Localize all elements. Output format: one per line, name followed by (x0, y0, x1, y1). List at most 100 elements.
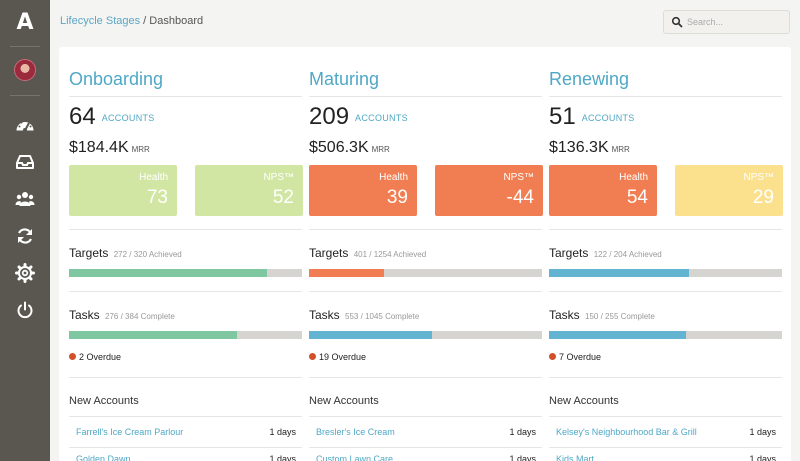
divider (309, 291, 542, 292)
stage-column-onboarding: Onboarding 64 ACCOUNTS $184.4K MRR Health … (69, 47, 303, 461)
divider (69, 229, 302, 230)
accounts-count: 64 ACCOUNTS (69, 103, 155, 131)
account-age: 1 days (269, 427, 296, 437)
account-age: 1 days (749, 454, 776, 461)
account-name-link[interactable]: Farrell's Ice Cream Parlour (76, 427, 184, 437)
list-item[interactable]: Kids Mart 1 days (549, 450, 782, 461)
power-icon[interactable] (15, 300, 35, 320)
stage-column-maturing: Maturing 209 ACCOUNTS $506.3K MRR Health 3… (309, 47, 543, 461)
accounts-label[interactable]: ACCOUNTS (355, 113, 408, 123)
account-name-link[interactable]: Bresler's Ice Cream (316, 427, 395, 437)
accounts-label[interactable]: ACCOUNTS (581, 113, 635, 123)
list-item[interactable]: Golden Dawn 1 days (69, 450, 302, 461)
account-age: 1 days (509, 454, 536, 461)
nps-label: NPS™ (503, 172, 534, 183)
accounts-count: 209 ACCOUNTS (309, 103, 408, 131)
divider (309, 377, 542, 378)
divider (549, 377, 782, 378)
avatar[interactable] (14, 59, 36, 81)
overdue-dot-icon (69, 353, 76, 360)
stage-title[interactable]: Onboarding (69, 69, 164, 89)
nps-card[interactable]: NPS™ 52 (195, 165, 303, 216)
mrr-value: $506.3K (309, 139, 369, 156)
account-name-link[interactable]: Golden Dawn (76, 454, 131, 461)
sidebar-divider (10, 46, 40, 47)
divider (69, 447, 302, 448)
targets-summary: 122 / 204 Achieved (593, 250, 662, 259)
overdue-indicator[interactable]: 2 Overdue (69, 352, 121, 362)
stage-title[interactable]: Renewing (549, 69, 630, 89)
refresh-icon[interactable] (15, 226, 35, 246)
overdue-text: 19 Overdue (319, 352, 367, 362)
targets-progress-fill (69, 269, 268, 277)
divider (549, 96, 782, 97)
list-item[interactable]: Bresler's Ice Cream 1 days (309, 423, 542, 443)
health-card[interactable]: Health 73 (69, 165, 177, 216)
mrr-value: $136.3K (549, 139, 609, 156)
divider (309, 416, 542, 417)
targets-progress-fill (309, 269, 384, 277)
accounts-label[interactable]: ACCOUNTS (101, 113, 155, 123)
nps-label: NPS™ (263, 172, 294, 183)
breadcrumb-separator: / (143, 15, 147, 27)
list-item[interactable]: Kelsey's Neighbourhood Bar & Grill 1 day… (549, 423, 782, 443)
overdue-dot-icon (309, 353, 316, 360)
top-bar: Lifecycle Stages / Dashboard (50, 0, 800, 46)
nps-value: 29 (752, 187, 774, 208)
stage-column-renewing: Renewing 51 ACCOUNTS $136.3K MRR Health 54… (549, 47, 783, 461)
search-input[interactable] (687, 14, 783, 30)
targets-heading: Targets 401 / 1254 Achieved (309, 246, 426, 260)
targets-label: Targets (309, 246, 349, 260)
list-item[interactable]: Custom Lawn Care 1 days (309, 450, 542, 461)
overdue-dot-icon (549, 353, 556, 360)
divider (309, 229, 542, 230)
nps-card[interactable]: NPS™ 29 (675, 165, 783, 216)
mrr-label: MRR (371, 145, 390, 154)
overdue-text: 7 Overdue (559, 352, 602, 362)
new-accounts-heading: New Accounts (549, 395, 619, 407)
mrr: $136.3K MRR (549, 139, 630, 157)
account-name-link[interactable]: Custom Lawn Care (316, 454, 394, 461)
stage-title[interactable]: Maturing (309, 69, 380, 89)
users-icon[interactable] (15, 189, 35, 209)
accounts-number: 209 (309, 103, 350, 130)
overdue-indicator[interactable]: 7 Overdue (549, 352, 601, 362)
breadcrumb-parent-link[interactable]: Lifecycle Stages (60, 15, 141, 27)
account-age: 1 days (749, 427, 776, 437)
mrr: $506.3K MRR (309, 139, 390, 157)
nps-value: -44 (506, 187, 534, 208)
health-card[interactable]: Health 39 (309, 165, 417, 216)
targets-progress-bar (309, 269, 542, 277)
search-box (663, 10, 790, 34)
divider (69, 96, 302, 97)
sidebar: A (0, 0, 50, 461)
account-name-link[interactable]: Kids Mart (556, 454, 595, 461)
divider (549, 416, 782, 417)
targets-heading: Targets 272 / 320 Achieved (69, 246, 182, 260)
gear-icon[interactable] (15, 263, 35, 283)
search-icon (671, 16, 683, 28)
inbox-icon[interactable] (15, 152, 35, 172)
overdue-indicator[interactable]: 19 Overdue (309, 352, 366, 362)
targets-summary: 272 / 320 Achieved (113, 250, 182, 259)
health-value: 39 (386, 187, 408, 208)
tasks-progress-bar (549, 331, 782, 339)
mrr-label: MRR (611, 145, 630, 154)
tasks-progress-fill (549, 331, 687, 339)
nps-card[interactable]: NPS™ -44 (435, 165, 543, 216)
new-accounts-heading: New Accounts (69, 395, 139, 407)
dashboard-icon[interactable] (15, 115, 35, 135)
tasks-progress-fill (309, 331, 433, 339)
account-name-link[interactable]: Kelsey's Neighbourhood Bar & Grill (556, 427, 697, 437)
divider (69, 416, 302, 417)
list-item[interactable]: Farrell's Ice Cream Parlour 1 days (69, 423, 302, 443)
health-label: Health (619, 172, 648, 183)
app-logo[interactable]: A (16, 10, 34, 35)
targets-summary: 401 / 1254 Achieved (353, 250, 427, 259)
targets-progress-fill (549, 269, 689, 277)
divider (549, 229, 782, 230)
tasks-progress-bar (69, 331, 302, 339)
health-card[interactable]: Health 54 (549, 165, 657, 216)
divider (309, 447, 542, 448)
tasks-heading: Tasks 150 / 255 Complete (549, 308, 655, 322)
